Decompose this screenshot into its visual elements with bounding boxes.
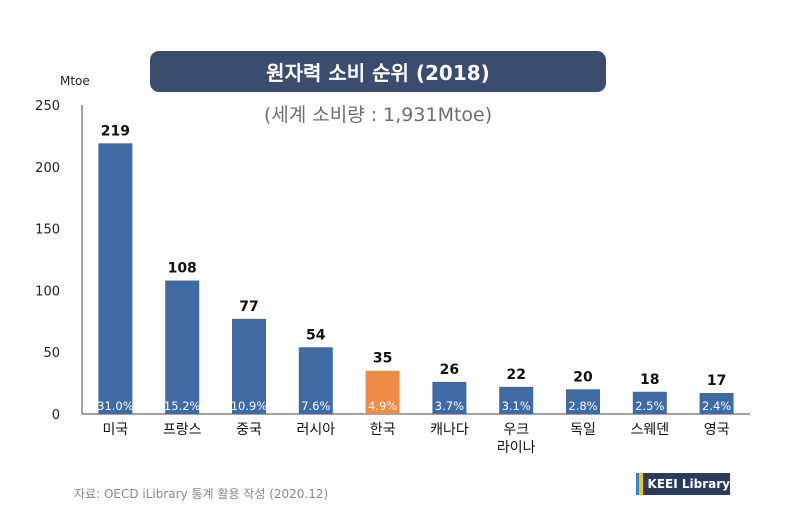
x-category-label: 캐나다 (430, 422, 469, 438)
bar (98, 143, 133, 415)
bar-share-label: 2.8% (568, 399, 597, 413)
bar-share-label: 3.1% (502, 399, 531, 413)
bar-share-label: 2.5% (635, 399, 664, 413)
bar (499, 386, 534, 414)
y-tick-label: 100 (35, 284, 60, 299)
x-category-label: 한국 (370, 422, 396, 438)
y-axis-unit: Mtoe (60, 74, 90, 88)
bar (298, 347, 333, 414)
bar (632, 391, 667, 414)
x-category-label: 라이나 (497, 440, 536, 456)
bar-share-label: 7.6% (301, 399, 330, 413)
bar-share-label: 3.7% (435, 399, 464, 413)
bar (232, 318, 266, 414)
bar (165, 280, 200, 414)
y-tick-label: 150 (35, 223, 60, 238)
bar-value-label: 17 (707, 373, 726, 389)
bar-value-label: 26 (440, 362, 459, 378)
bar-share-label: 31.0% (97, 399, 134, 413)
y-tick-label: 50 (43, 346, 60, 361)
x-category-label: 프랑스 (163, 422, 202, 438)
x-category-label: 중국 (236, 422, 262, 438)
y-tick-label: 250 (35, 99, 60, 114)
source-note: 자료: OECD iLibrary 통계 활용 작성 (2020.12) (74, 487, 329, 501)
bar-share-label: 15.2% (164, 399, 201, 413)
y-tick-label: 0 (52, 408, 60, 423)
bar-value-label: 22 (506, 367, 525, 383)
logo-text: KEEI Library (647, 477, 730, 491)
x-category-label: 영국 (704, 422, 730, 438)
logo-stripe-blue (636, 473, 640, 495)
bar-value-label: 35 (373, 351, 392, 367)
x-category-label: 독일 (570, 422, 596, 438)
keei-library-logo: KEEI Library (636, 473, 730, 495)
y-tick-label: 200 (35, 161, 60, 176)
chart-subtitle: (세계 소비량 : 1,931Mtoe) (263, 104, 493, 126)
x-category-label: 미국 (103, 422, 129, 438)
bar-share-label: 4.9% (368, 399, 397, 413)
x-category-label: 러시아 (296, 422, 335, 438)
logo-stripe-yellow (639, 473, 643, 495)
bar (365, 370, 400, 414)
bar-value-label: 54 (306, 327, 326, 343)
bar-value-label: 108 (168, 261, 197, 277)
bar-share-label: 2.4% (702, 399, 731, 413)
x-category-label: 스웨덴 (630, 422, 669, 438)
x-category-label: 우크 (503, 422, 529, 438)
bar-value-label: 77 (239, 299, 258, 315)
bar-value-label: 18 (640, 372, 659, 388)
bar (699, 392, 734, 414)
bar-value-label: 219 (101, 123, 130, 139)
chart-title: 원자력 소비 순위 (2018) (150, 51, 606, 92)
bar-value-label: 20 (573, 369, 593, 385)
bar-share-label: 10.9% (231, 399, 268, 413)
bar (566, 389, 600, 414)
bar (432, 381, 467, 414)
